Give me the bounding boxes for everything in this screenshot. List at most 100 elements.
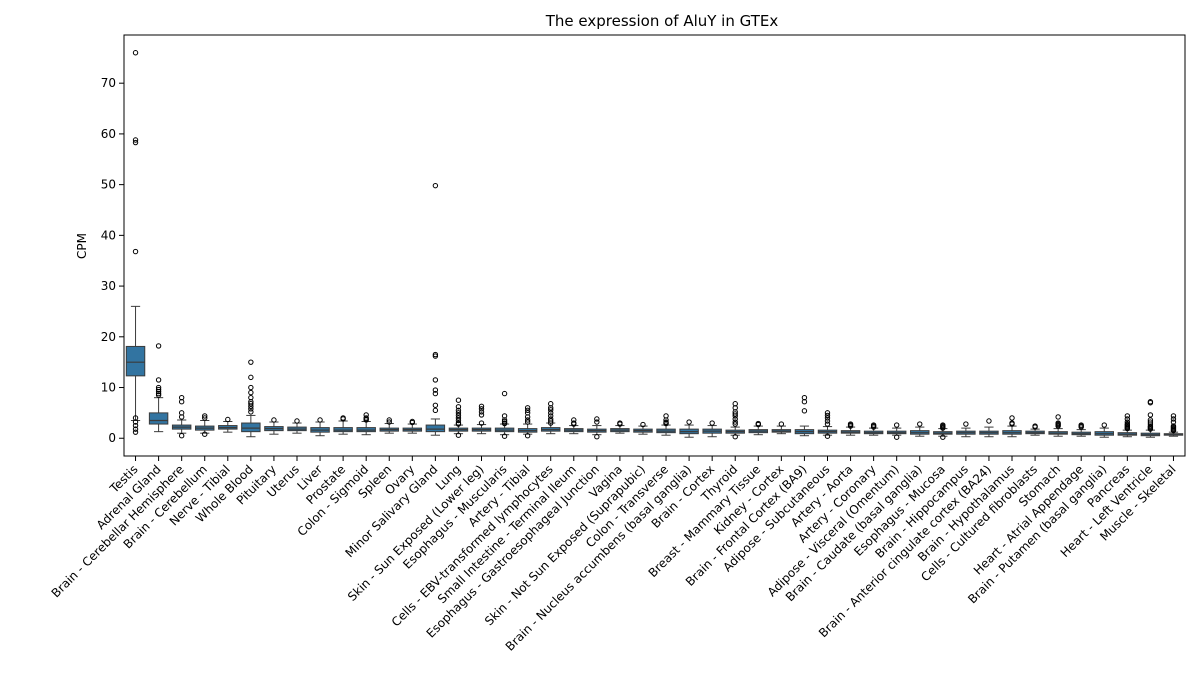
outlier-point [248,384,254,391]
outlier-point [1124,413,1131,419]
outlier-point [1170,413,1177,419]
outlier-point [178,433,185,439]
iqr-box [125,345,146,377]
iqr-box [425,424,446,433]
outlier-point [455,397,462,403]
chart-title: The expression of AluY in GTEx [545,12,779,30]
outlier-point [478,420,485,426]
outlier-point [801,399,808,405]
y-tick-label: 20 [101,330,116,344]
outlier-point [548,407,554,413]
outlier-point [732,419,738,425]
outlier-point [524,407,531,414]
outlier-point [548,410,554,416]
outlier-point [248,403,254,409]
outlier-point [132,422,139,429]
outlier-point [340,416,346,422]
outlier-point [132,139,139,146]
outlier-point [432,402,439,408]
outlier-point [571,421,577,427]
y-tick-label: 40 [101,228,116,242]
outlier-point [801,408,808,414]
outlier-point [455,412,462,419]
axes-frame [123,34,1186,457]
outlier-point [248,374,254,381]
outlier-point [524,417,531,423]
outlier-point [663,420,669,427]
outlier-point [455,417,462,424]
outlier-point [248,401,254,407]
outlier-point [732,416,738,422]
outlier-point [202,431,208,437]
outlier-point [155,392,162,398]
outlier-point [432,182,439,189]
outlier-point [455,421,462,427]
outlier-point [432,387,439,393]
outlier-point [455,407,462,414]
outlier-point [132,137,139,143]
outlier-point [732,413,738,419]
outlier-point [432,407,439,414]
y-tick-label: 70 [101,76,116,90]
outlier-point [132,419,139,425]
outlier-point [155,388,162,395]
outlier-point [501,420,508,427]
outlier-point [824,433,831,439]
outlier-point [478,406,485,412]
outlier-point [132,248,139,255]
outlier-point [594,419,600,425]
outlier-point [155,343,162,349]
y-axis-label: CPM [75,233,89,259]
outlier-point [455,432,462,438]
outlier-point [617,421,623,427]
y-tick-label: 10 [101,381,116,395]
outlier-point [755,421,761,428]
outlier-point [594,434,600,440]
outlier-point [478,409,485,415]
outlier-point [455,410,462,416]
outlier-point [893,434,900,440]
outlier-point [1101,422,1107,428]
outlier-point [501,433,508,439]
outlier-point [432,390,439,397]
iqr-box [241,422,261,433]
outlier-point [548,420,554,426]
outlier-point [271,417,277,423]
outlier-point [917,421,923,427]
outlier-point [248,389,254,396]
outlier-point [225,416,231,423]
outlier-point [178,399,185,405]
outlier-point [686,419,692,425]
outlier-point [202,415,208,421]
outlier-point [1009,421,1015,427]
outlier-point [870,424,877,430]
outlier-point [548,413,554,419]
outlier-point [155,377,162,383]
outlier-point [455,404,462,410]
outlier-point [1147,426,1154,432]
outlier-point [317,417,323,423]
outlier-point [409,419,416,426]
outlier-point [824,421,831,427]
outlier-point [132,426,139,432]
outlier-point [824,410,831,416]
outlier-point [778,421,785,427]
outlier-point [640,421,646,428]
outlier-point [432,377,439,383]
outlier-point [1170,427,1177,434]
outlier-point [1009,415,1015,421]
outlier-point [986,418,992,424]
outlier-point [132,429,139,435]
outlier-point [455,415,462,421]
outlier-point [202,413,208,419]
outlier-point [524,419,531,425]
outlier-point [363,417,369,423]
outlier-point [847,423,854,429]
outlier-point [248,359,254,365]
outlier-point [1124,425,1131,432]
outlier-point [294,418,300,424]
outlier-point [432,353,439,359]
outlier-point [940,434,946,440]
